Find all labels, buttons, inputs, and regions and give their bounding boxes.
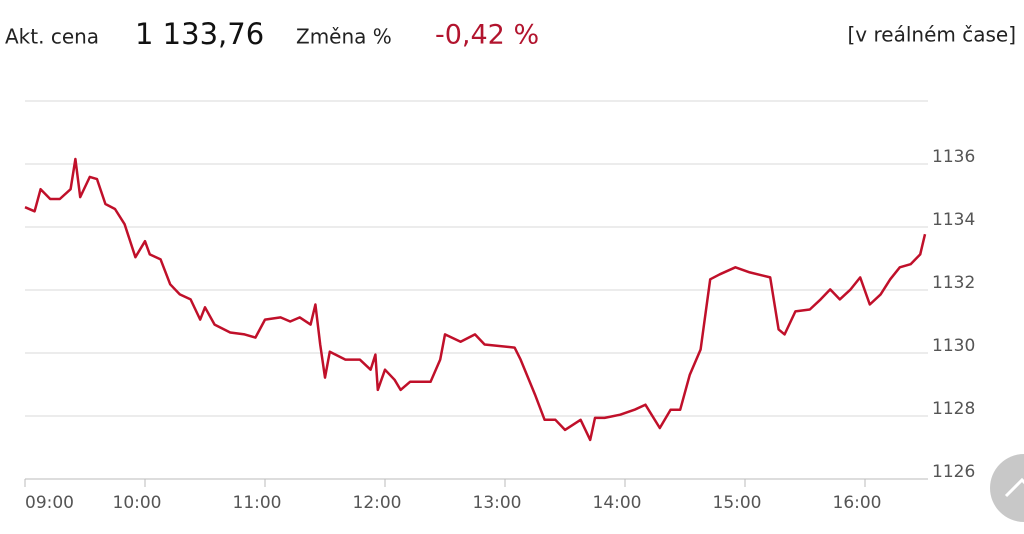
scroll-top-button[interactable] (990, 454, 1024, 522)
mode: [v reálném čase] (848, 23, 1017, 47)
y-tick-label: 1128 (932, 399, 975, 419)
y-tick-label: 1132 (932, 273, 975, 293)
price-line (24, 157, 927, 442)
x-tick-label: 11:00 (233, 493, 282, 513)
x-tick-label: 09:00 (25, 493, 74, 513)
x-tick-label: 15:00 (713, 493, 762, 513)
y-tick-label: 1130 (932, 336, 975, 356)
x-tick-label: 14:00 (593, 493, 642, 513)
x-tick-label: 12:00 (353, 493, 402, 513)
y-tick-label: 1126 (932, 462, 975, 482)
x-tick-label: 16:00 (833, 493, 882, 513)
y-tick-label: 1136 (932, 147, 975, 167)
price: 1 133,76 (135, 17, 264, 51)
change-label: Změna % (296, 25, 392, 49)
x-tick-label: 13:00 (473, 493, 522, 513)
y-tick-label: 1134 (932, 210, 975, 230)
price-label: Akt. cena (5, 25, 99, 49)
scroll-top-icon (1004, 477, 1024, 498)
x-tick-label: 10:00 (113, 493, 162, 513)
change: -0,42 % (435, 20, 539, 51)
